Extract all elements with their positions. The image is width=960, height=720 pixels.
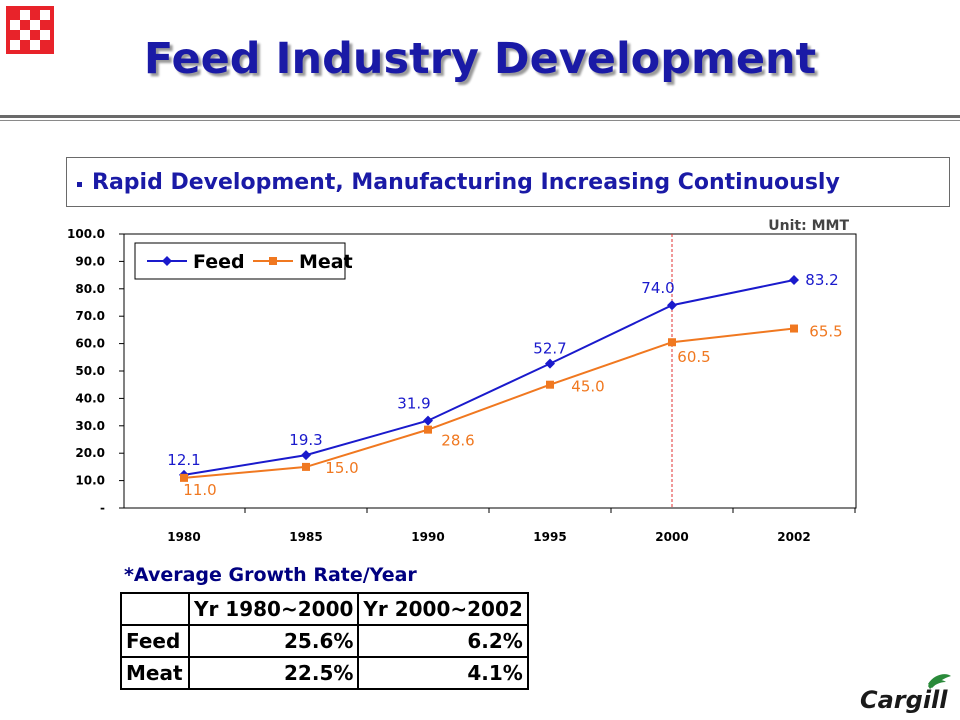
y-tick-label: 100.0 xyxy=(67,227,105,241)
data-point-meat xyxy=(424,425,432,434)
growth-rate-table: Yr 1980~2000 Yr 2000~2002 Feed 25.6% 6.2… xyxy=(120,592,529,690)
table-row: Feed 25.6% 6.2% xyxy=(120,624,529,658)
table-header-cell: Yr 2000~2002 xyxy=(357,592,529,626)
table-cell: 6.2% xyxy=(357,624,529,658)
y-tick-label: 20.0 xyxy=(75,446,105,460)
table-header-row: Yr 1980~2000 Yr 2000~2002 xyxy=(120,592,529,626)
data-point-meat xyxy=(180,473,188,482)
data-point-meat xyxy=(668,338,676,347)
data-label-feed: 31.9 xyxy=(397,395,430,413)
data-point-meat xyxy=(546,380,554,389)
table-cell: 4.1% xyxy=(357,656,529,690)
table-row: Meat 22.5% 4.1% xyxy=(120,656,529,690)
cargill-wordmark: Cargill xyxy=(860,686,948,714)
data-label-meat: 65.5 xyxy=(809,323,842,341)
data-point-feed xyxy=(545,358,555,369)
data-label-feed: 19.3 xyxy=(289,431,322,449)
table-header-cell: Yr 1980~2000 xyxy=(187,592,360,626)
y-tick-label: 60.0 xyxy=(75,337,105,351)
y-tick-label: 40.0 xyxy=(75,391,105,405)
data-point-meat xyxy=(302,462,310,471)
series-line-meat xyxy=(183,327,795,479)
legend-label: Meat xyxy=(299,251,353,273)
y-tick-label: 10.0 xyxy=(75,474,105,488)
legend-marker xyxy=(269,257,277,265)
table-cell: 22.5% xyxy=(187,656,360,690)
data-label-meat: 45.0 xyxy=(571,378,604,396)
data-label-feed: 83.2 xyxy=(805,271,838,289)
table-cell: Feed xyxy=(120,624,190,658)
data-point-feed xyxy=(423,415,433,426)
y-tick-label: 30.0 xyxy=(75,419,105,433)
unit-label: Unit: MMT xyxy=(768,218,849,234)
x-tick-label: 1990 xyxy=(411,530,444,544)
company-logo-icon xyxy=(6,6,54,54)
table-cell: Meat xyxy=(120,656,190,690)
legend-marker xyxy=(162,256,172,266)
series-line-feed xyxy=(183,279,795,476)
data-label-feed: 74.0 xyxy=(641,279,674,297)
data-label-feed: 52.7 xyxy=(533,340,566,358)
subtitle-box: Rapid Development, Manufacturing Increas… xyxy=(66,157,950,207)
table-header-cell xyxy=(120,592,190,626)
table-cell: 25.6% xyxy=(187,624,360,658)
x-tick-label: 2000 xyxy=(655,530,688,544)
y-tick-label: 70.0 xyxy=(75,309,105,323)
x-tick-label: 1985 xyxy=(289,530,322,544)
data-label-meat: 60.5 xyxy=(677,348,710,366)
y-tick-label: 80.0 xyxy=(75,282,105,296)
data-label-meat: 15.0 xyxy=(325,459,358,477)
subtitle-text: Rapid Development, Manufacturing Increas… xyxy=(92,169,840,195)
data-label-meat: 11.0 xyxy=(183,481,216,499)
data-point-feed xyxy=(667,300,677,311)
data-point-feed xyxy=(789,275,799,286)
title-divider xyxy=(0,115,960,118)
title-divider-thin xyxy=(0,120,960,121)
y-tick-label: - xyxy=(100,501,105,515)
y-tick-label: 50.0 xyxy=(75,364,105,378)
data-label-feed: 12.1 xyxy=(167,451,200,469)
page-title: Feed Industry Development xyxy=(143,34,817,84)
data-point-meat xyxy=(790,324,798,333)
legend-label: Feed xyxy=(193,251,245,273)
bullet-icon xyxy=(77,181,82,187)
x-tick-label: 1980 xyxy=(167,530,200,544)
x-tick-label: 2002 xyxy=(777,530,810,544)
data-label-meat: 28.6 xyxy=(441,432,474,450)
growth-table-title: *Average Growth Rate/Year xyxy=(124,564,417,586)
data-point-feed xyxy=(301,450,311,461)
x-tick-label: 1995 xyxy=(533,530,566,544)
cargill-logo-icon: Cargill xyxy=(860,674,951,714)
y-tick-label: 90.0 xyxy=(75,254,105,268)
